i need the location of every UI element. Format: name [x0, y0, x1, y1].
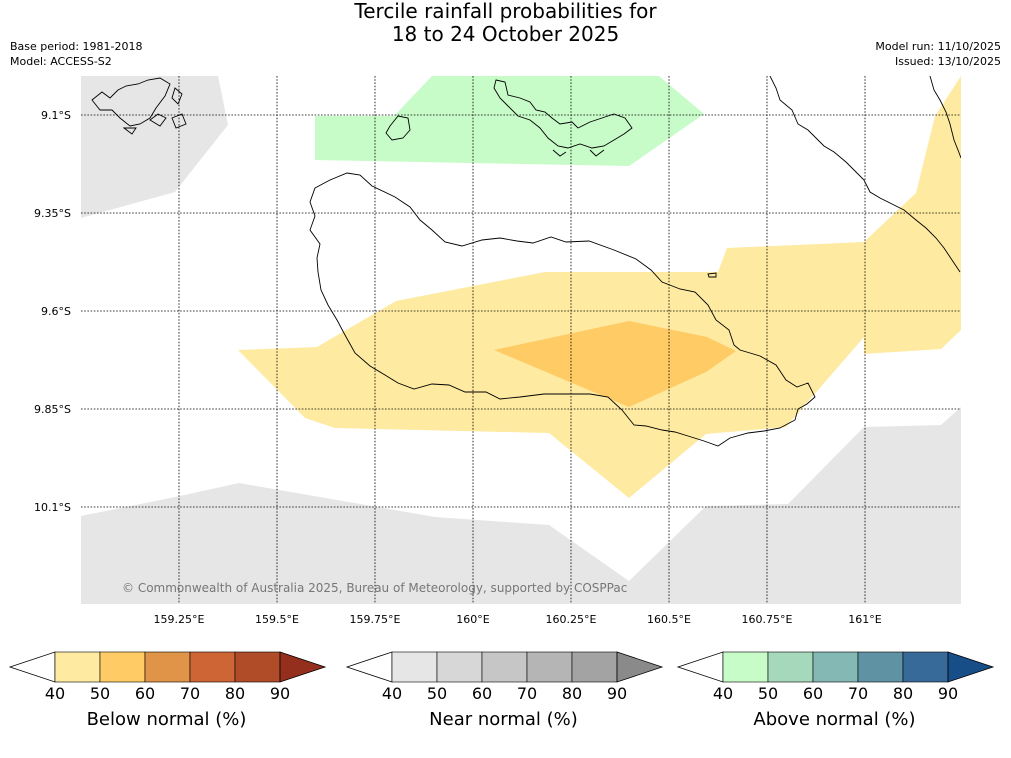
colorbar-segment — [767, 651, 814, 683]
colorbar-segment — [571, 651, 618, 683]
colorbar-segment — [99, 651, 146, 683]
lat-label: 9.35°S — [34, 207, 71, 220]
coastline-islet — [149, 113, 167, 127]
colorbar-label-below-normal: Below normal (%) — [86, 709, 247, 730]
coastlines — [91, 76, 961, 447]
colorbar-extend-low — [8, 651, 56, 683]
colorbar-segment — [436, 651, 483, 683]
coastline-islet — [552, 149, 567, 157]
lat-label: 9.85°S — [34, 403, 71, 416]
lon-label: 160°E — [456, 613, 489, 626]
colorbar-segment — [234, 651, 281, 683]
coastline-islet — [589, 149, 605, 157]
coastline-russell-islands — [385, 115, 411, 141]
colorbar-extend-low — [676, 651, 724, 683]
lon-label: 161°E — [848, 613, 881, 626]
colorbar-tick-label: 60 — [472, 684, 492, 703]
near-normal-region-south — [81, 407, 961, 604]
colorbar-tick-label: 40 — [45, 684, 65, 703]
colorbar-tick-label: 80 — [562, 684, 582, 703]
lat-label: 10.1°S — [34, 501, 71, 514]
issued-text: Issued: 13/10/2025 — [894, 55, 1001, 68]
colorbar-segment — [857, 651, 904, 683]
colorbar-tick-label: 70 — [848, 684, 868, 703]
map-title-line-1: Tercile rainfall probabilities for — [354, 0, 657, 23]
above-normal-region-north — [315, 76, 704, 166]
colorbar-label-near-normal: Near normal (%) — [429, 709, 578, 730]
copyright-notice: © Commonwealth of Australia 2025, Bureau… — [122, 581, 627, 595]
colorbar-tick-label: 60 — [803, 684, 823, 703]
lat-labels: 9.1°S 9.35°S 9.6°S 9.85°S 10.1°S — [34, 109, 71, 514]
probability-shading — [81, 76, 961, 604]
colorbar-segment — [391, 651, 438, 683]
lon-label: 160.25°E — [546, 613, 597, 626]
near-normal-region-nw — [81, 76, 228, 218]
colorbar-near-normal: 40 50 60 70 80 90 — [345, 651, 664, 703]
colorbar-extend-high — [279, 651, 327, 683]
coastline-malaita-north — [929, 76, 961, 159]
below-normal-region-central — [238, 76, 961, 498]
lat-label: 9.1°S — [41, 109, 71, 122]
colorbar-tick-label: 40 — [713, 684, 733, 703]
lat-label: 9.6°S — [41, 305, 71, 318]
coastline-nw-islands — [91, 77, 171, 127]
colorbar-tick-label: 60 — [135, 684, 155, 703]
colorbar-segment — [144, 651, 191, 683]
map-title-line-2: 18 to 24 October 2025 — [391, 22, 620, 46]
gridlines — [81, 76, 961, 604]
colorbar-segment — [902, 651, 949, 683]
colorbar-segment — [526, 651, 573, 683]
colorbar-segment — [481, 651, 528, 683]
colorbars: 40 50 60 70 80 90 40 50 60 70 80 90 40 50 60 70 80 90 — [8, 651, 995, 703]
colorbar-tick-label: 90 — [270, 684, 290, 703]
colorbar-tick-label: 80 — [225, 684, 245, 703]
lon-label: 160.5°E — [647, 613, 691, 626]
colorbar-tick-label: 90 — [607, 684, 627, 703]
colorbar-tick-label: 70 — [180, 684, 200, 703]
lon-label: 159.75°E — [350, 613, 401, 626]
colorbar-segment — [812, 651, 859, 683]
lon-label: 160.75°E — [742, 613, 793, 626]
colorbar-extend-low — [345, 651, 393, 683]
colorbar-tick-label: 40 — [382, 684, 402, 703]
colorbar-label-above-normal: Above normal (%) — [753, 709, 916, 730]
model-text: Model: ACCESS-S2 — [10, 55, 112, 68]
colorbar-segment — [722, 651, 769, 683]
coastline-guadalcanal — [309, 172, 816, 447]
lon-label: 159.5°E — [255, 613, 299, 626]
coastline-florida-islands — [493, 79, 633, 149]
colorbar-tick-label: 80 — [893, 684, 913, 703]
colorbar-extend-high — [616, 651, 664, 683]
colorbar-above-normal: 40 50 60 70 80 90 — [676, 651, 995, 703]
colorbar-segment — [189, 651, 236, 683]
model-run-text: Model run: 11/10/2025 — [875, 40, 1001, 53]
coastline-islet — [707, 272, 717, 278]
colorbar-extend-high — [947, 651, 995, 683]
colorbar-tick-label: 50 — [90, 684, 110, 703]
base-period-text: Base period: 1981-2018 — [10, 40, 143, 53]
below-normal-region-core — [494, 321, 736, 407]
colorbar-tick-label: 70 — [517, 684, 537, 703]
colorbar-tick-label: 50 — [427, 684, 447, 703]
colorbar-tick-label: 90 — [938, 684, 958, 703]
colorbar-below-normal: 40 50 60 70 80 90 — [8, 651, 327, 703]
colorbar-segment — [54, 651, 101, 683]
lon-label: 159.25°E — [154, 613, 205, 626]
colorbar-tick-label: 50 — [758, 684, 778, 703]
coastline-islet — [171, 87, 183, 105]
coastline-islet — [122, 127, 137, 135]
coastline-malaita — [769, 76, 961, 273]
lon-labels: 159.25°E 159.5°E 159.75°E 160°E 160.25°E… — [154, 613, 882, 626]
